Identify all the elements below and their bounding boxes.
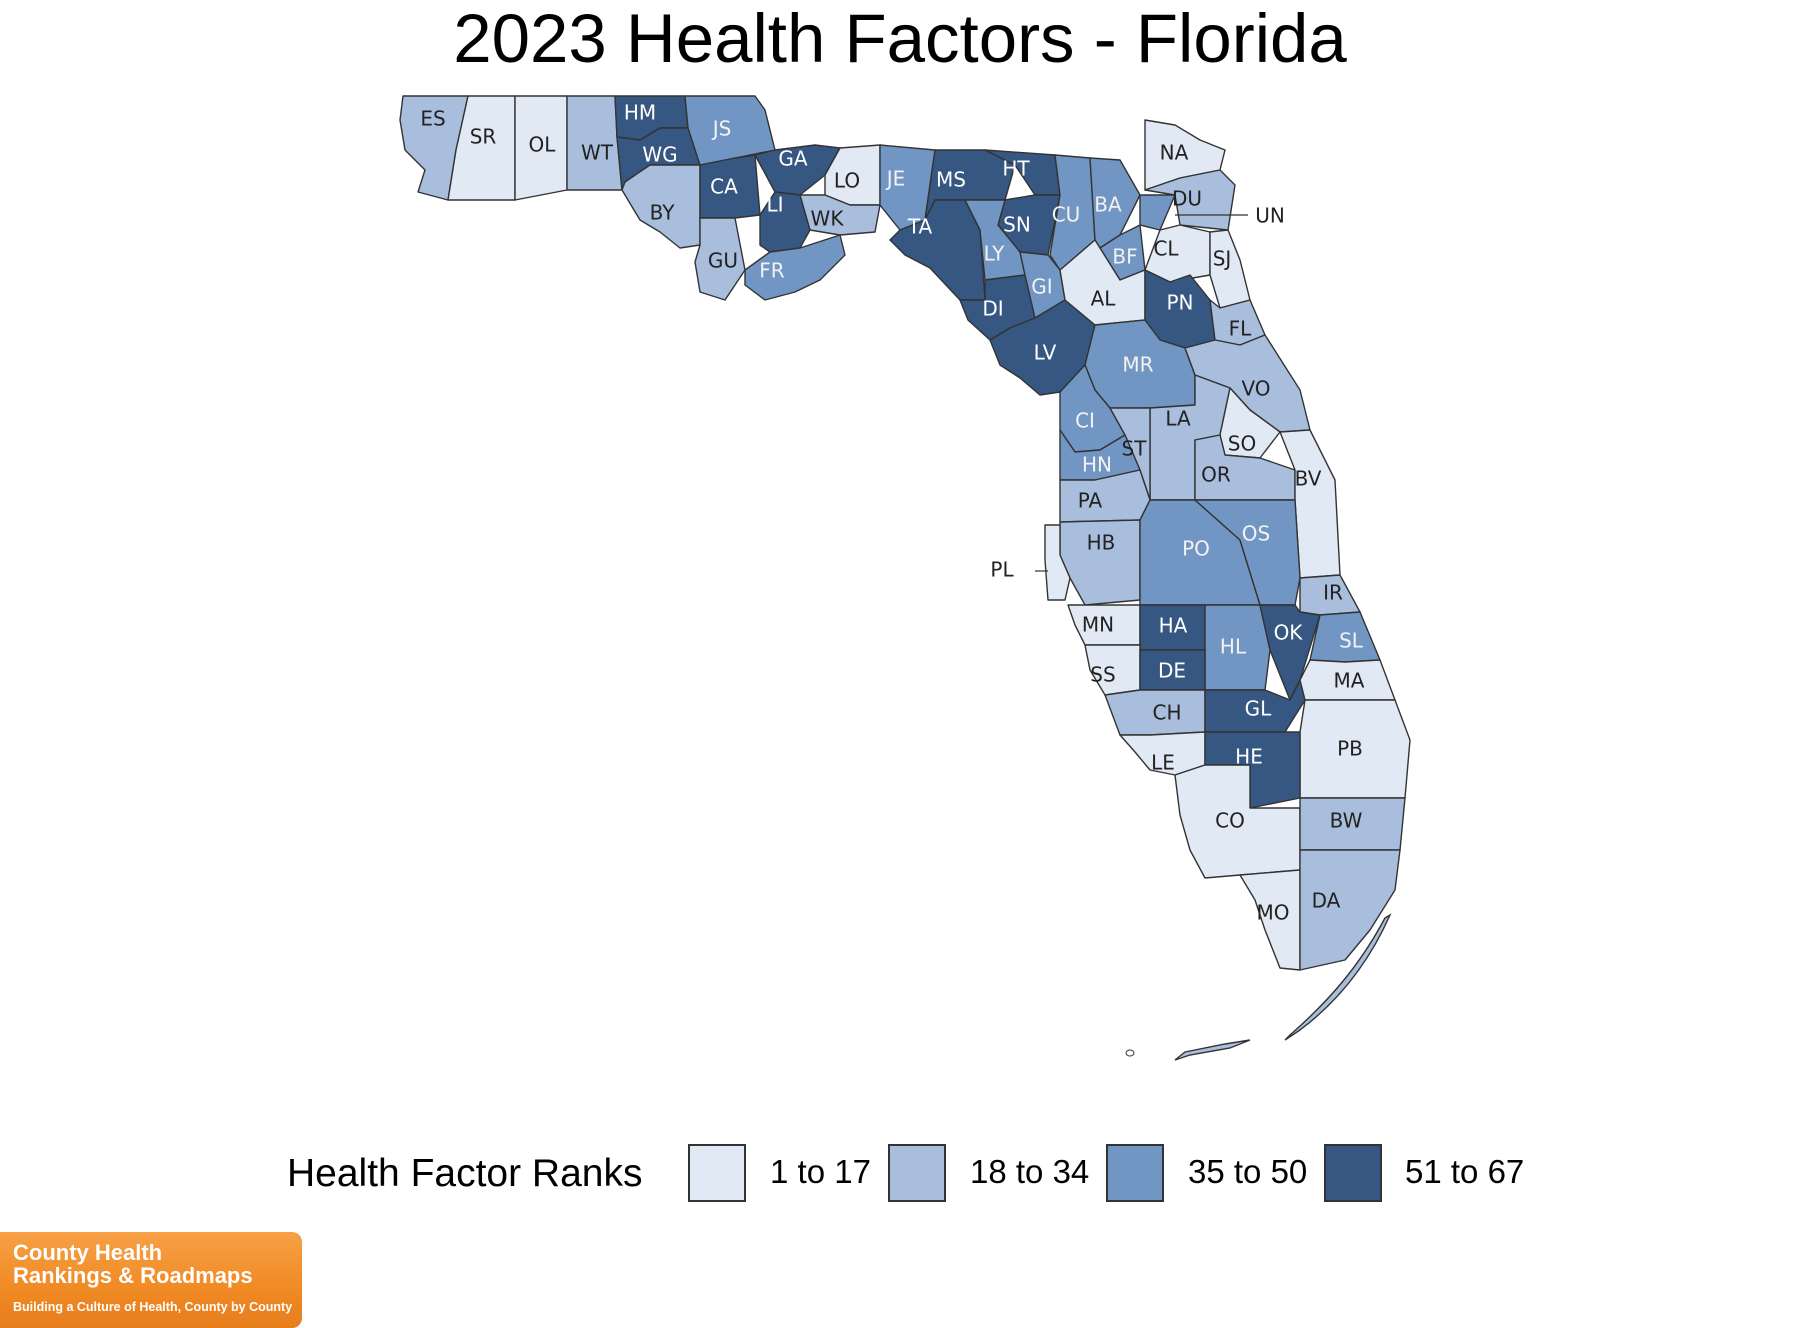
county-label-ir: IR	[1323, 581, 1343, 605]
county-da[interactable]	[1299, 849, 1401, 971]
county-label-mo: MO	[1257, 901, 1290, 925]
county-ok[interactable]	[1259, 604, 1321, 701]
legend-label-tier1: 1 to 17	[770, 1153, 871, 1190]
county-label-ha: HA	[1159, 614, 1188, 638]
county-label-da: DA	[1312, 889, 1341, 913]
county-label-ma: MA	[1334, 669, 1365, 693]
county-label-ba: BA	[1094, 193, 1122, 217]
county-label-sn: SN	[1003, 213, 1031, 237]
county-label-na: NA	[1160, 141, 1189, 165]
county-label-hb: HB	[1087, 531, 1116, 555]
county-label-ch: CH	[1152, 701, 1181, 725]
county-label-es: ES	[420, 107, 445, 131]
county-label-mn: MN	[1082, 613, 1114, 637]
county-label-ss: SS	[1090, 663, 1115, 687]
county-wk[interactable]	[799, 194, 881, 236]
county-label-lo: LO	[834, 169, 860, 193]
county-label-wk: WK	[811, 207, 845, 231]
legend-label-tier3: 35 to 50	[1188, 1153, 1308, 1190]
county-label-he: HE	[1235, 745, 1263, 769]
logo-line2: Rankings & Roadmaps	[13, 1263, 253, 1288]
county-gu[interactable]	[694, 217, 746, 301]
county-label-ok: OK	[1274, 621, 1304, 645]
county-label-ci: CI	[1075, 409, 1095, 433]
page-title: 2023 Health Factors - Florida	[453, 0, 1347, 77]
county-label-or: OR	[1201, 463, 1231, 487]
county-label-bf: BF	[1112, 245, 1137, 269]
county-label-sj: SJ	[1213, 247, 1232, 271]
county-label-ol: OL	[529, 133, 557, 157]
county-label-li: LI	[766, 193, 783, 217]
dry-tortugas-islet	[1125, 1049, 1135, 1057]
county-label-je: JE	[885, 167, 906, 191]
florida-keys	[1174, 913, 1392, 1061]
county-label-st: ST	[1122, 437, 1148, 461]
logo-tagline: Building a Culture of Health, County by …	[13, 1300, 293, 1314]
county-label-un: UN	[1255, 204, 1285, 228]
county-label-ly: LY	[984, 242, 1005, 266]
county-label-de: DE	[1158, 659, 1186, 683]
county-label-du: DU	[1172, 187, 1202, 211]
county-label-ms: MS	[936, 168, 966, 192]
county-label-cu: CU	[1052, 203, 1081, 227]
county-label-gi: GI	[1031, 275, 1052, 299]
county-label-hm: HM	[624, 101, 656, 125]
county-label-pb: PB	[1337, 737, 1363, 761]
county-label-al: AL	[1091, 287, 1117, 311]
county-pl[interactable]	[1044, 524, 1071, 601]
legend-label-tier4: 51 to 67	[1405, 1153, 1525, 1190]
county-label-os: OS	[1242, 522, 1270, 546]
county-un[interactable]	[1139, 194, 1176, 231]
county-label-wg: WG	[642, 143, 677, 167]
county-label-mr: MR	[1122, 353, 1153, 377]
legend-title: Health Factor Ranks	[287, 1152, 643, 1195]
county-label-cl: CL	[1153, 237, 1179, 261]
county-label-pa: PA	[1078, 489, 1103, 513]
county-label-sl: SL	[1339, 629, 1364, 653]
county-label-vo: VO	[1241, 377, 1270, 401]
county-label-gl: GL	[1245, 697, 1272, 721]
legend-swatch-tier1	[688, 1144, 746, 1202]
county-label-bw: BW	[1330, 809, 1363, 833]
county-label-ca: CA	[710, 175, 738, 199]
county-label-js: JS	[711, 117, 732, 141]
county-label-pn: PN	[1166, 291, 1193, 315]
legend-swatch-tier4	[1324, 1144, 1382, 1202]
legend-swatch-tier2	[888, 1144, 946, 1202]
county-label-po: PO	[1182, 537, 1210, 561]
county-label-di: DI	[982, 297, 1003, 321]
county-label-bv: BV	[1295, 467, 1322, 491]
legend-swatch-tier3	[1106, 1144, 1164, 1202]
county-sr[interactable]	[447, 95, 516, 201]
county-label-by: BY	[650, 201, 676, 225]
county-label-gu: GU	[708, 249, 738, 273]
chrr-logo: County Health Rankings & Roadmaps Buildi…	[0, 1232, 302, 1328]
legend-label-tier2: 18 to 34	[970, 1153, 1090, 1190]
county-label-le: LE	[1151, 751, 1175, 775]
county-label-co: CO	[1215, 809, 1245, 833]
county-label-ta: TA	[907, 215, 933, 239]
county-label-lv: LV	[1034, 341, 1057, 365]
county-label-la: LA	[1165, 407, 1191, 431]
county-js[interactable]	[684, 95, 776, 166]
county-label-so: SO	[1228, 432, 1256, 456]
county-label-pl: PL	[990, 558, 1014, 582]
county-li[interactable]	[759, 191, 811, 253]
county-label-wt: WT	[581, 141, 614, 165]
county-label-sr: SR	[470, 125, 497, 149]
county-label-ht: HT	[1002, 157, 1030, 181]
county-label-hl: HL	[1220, 635, 1247, 659]
county-label-hn: HN	[1082, 453, 1112, 477]
county-fr[interactable]	[744, 234, 846, 301]
logo-line1: County Health	[13, 1240, 163, 1265]
county-label-ga: GA	[778, 147, 807, 171]
county-label-fr: FR	[759, 259, 785, 283]
county-label-fl: FL	[1229, 317, 1253, 341]
